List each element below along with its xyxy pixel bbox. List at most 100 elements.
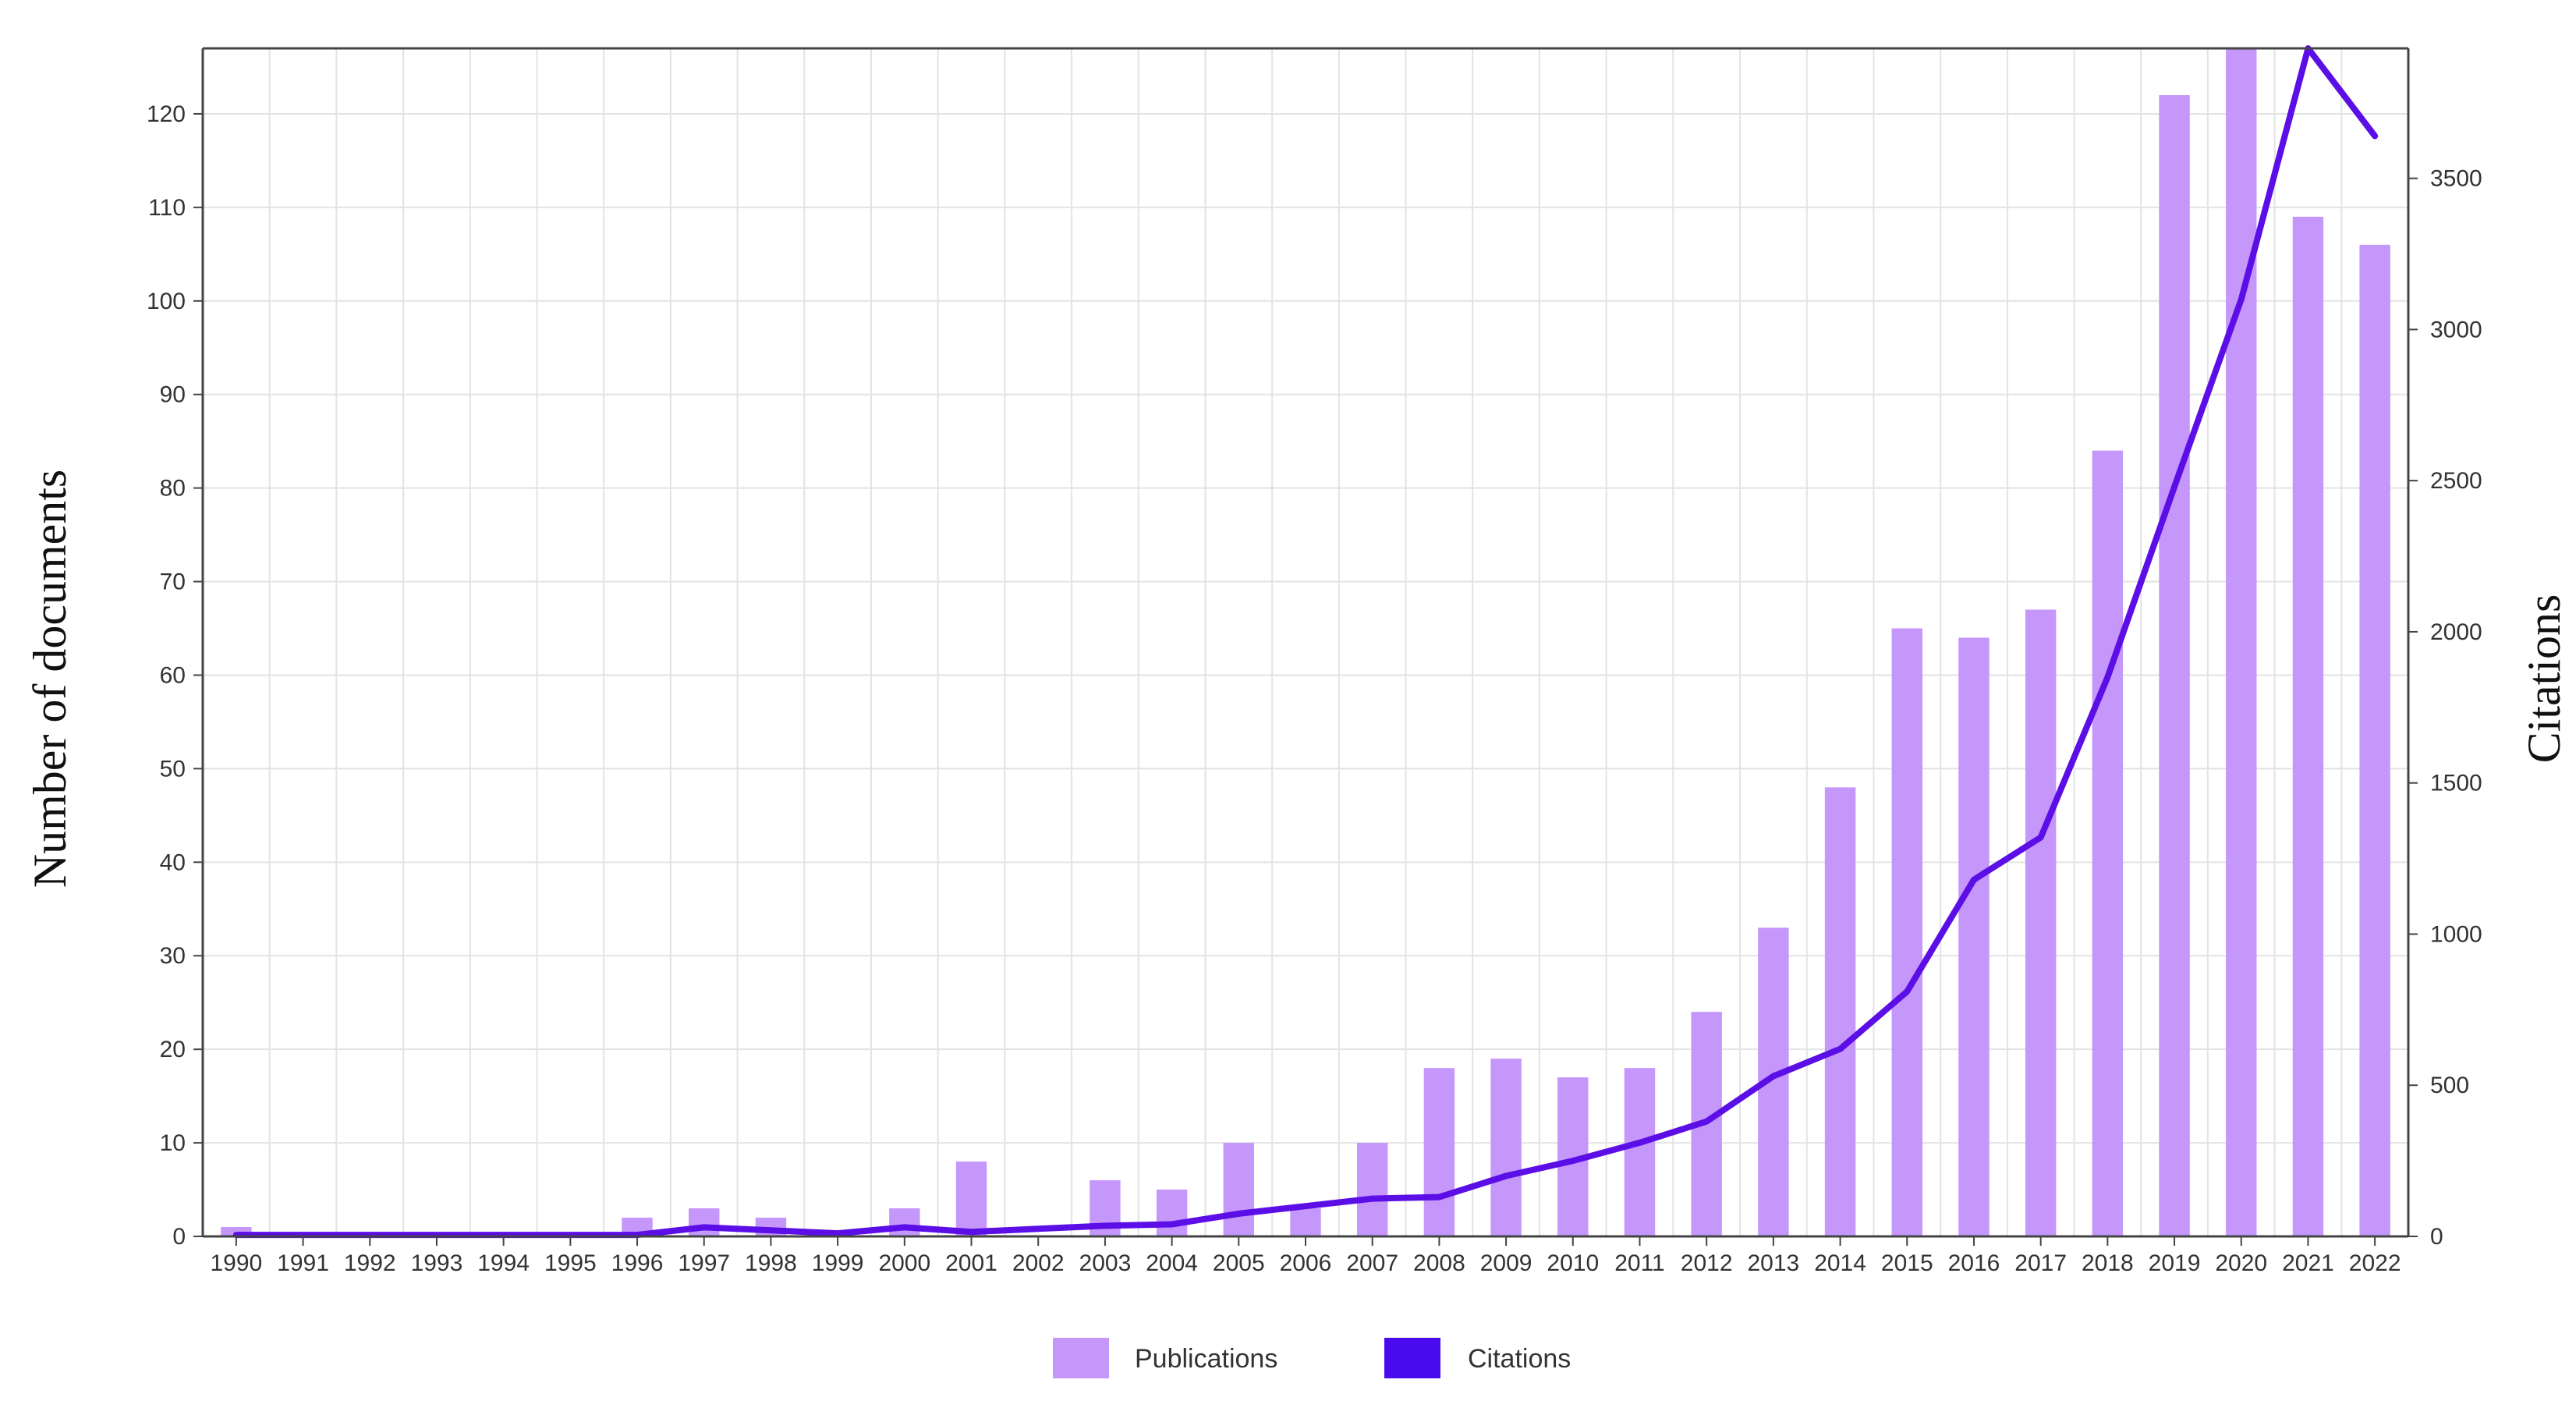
x-tick-label-2020: 2020: [2215, 1250, 2267, 1276]
x-tick-label-1996: 1996: [611, 1250, 664, 1276]
bar-publications-2007: [1356, 1143, 1388, 1236]
bar-publications-2001: [955, 1162, 987, 1236]
x-tick-label-2022: 2022: [2349, 1250, 2401, 1276]
legend-label-citations: Citations: [1468, 1344, 1571, 1374]
citations-line: [232, 45, 2379, 1239]
bar-publications-2011: [1624, 1068, 1656, 1236]
x-tick-label-2008: 2008: [1413, 1250, 1465, 1276]
x-tick-label-2014: 2014: [1814, 1250, 1866, 1276]
point-citations-2003: [1104, 1225, 1106, 1226]
point-citations-1995: [569, 1234, 571, 1236]
point-citations-1994: [503, 1234, 505, 1236]
point-citations-2022: [2374, 135, 2376, 137]
bar-publications-2019: [2159, 94, 2190, 1236]
x-tick-label-2019: 2019: [2149, 1250, 2201, 1276]
legend: Publications Citations: [1053, 1338, 1571, 1378]
x-tick-label-2012: 2012: [1681, 1250, 1733, 1276]
x-tick-label-1999: 1999: [812, 1250, 864, 1276]
y-tick-label-left: 20: [160, 1037, 186, 1062]
y-tick-label-left: 50: [160, 756, 186, 782]
tick-labels: 0 10 20 30 40 50 60 70 80 90 100 110 120 0 500 1000 1500…: [147, 101, 2482, 1276]
legend-label-publications: Publications: [1135, 1344, 1277, 1374]
bar-publications-1997: [689, 1208, 720, 1236]
y-tick-label-left: 100: [147, 289, 186, 314]
y-tick-label-right: 2500: [2430, 468, 2482, 494]
bar-publications-2020: [2226, 48, 2257, 1236]
publications-bars: [221, 48, 2390, 1236]
point-citations-2019: [2174, 486, 2175, 488]
x-tick-label-2005: 2005: [1213, 1250, 1265, 1276]
x-tick-label-1991: 1991: [277, 1250, 329, 1276]
y-axis-title-right: Citations: [2518, 594, 2570, 764]
x-tick-label-2003: 2003: [1079, 1250, 1132, 1276]
bar-publications-2017: [2025, 609, 2057, 1236]
x-tick-label-2011: 2011: [1614, 1250, 1665, 1276]
x-tick-label-2010: 2010: [1547, 1250, 1599, 1276]
y-tick-label-right: 1500: [2430, 771, 2482, 796]
x-tick-label-2018: 2018: [2082, 1250, 2134, 1276]
x-tick-label-2001: 2001: [945, 1250, 997, 1276]
x-tick-label-1997: 1997: [678, 1250, 730, 1276]
y-tick-label-left: 60: [160, 662, 186, 688]
bar-publications-2005: [1223, 1143, 1255, 1236]
point-citations-1993: [436, 1234, 438, 1236]
x-tick-label-2006: 2006: [1280, 1250, 1332, 1276]
y-tick-label-left: 10: [160, 1130, 186, 1156]
bar-publications-2022: [2359, 244, 2390, 1236]
y-axis-title-left: Number of documents: [24, 470, 76, 888]
y-tick-label-left: 120: [147, 101, 186, 127]
x-tick-label-2015: 2015: [1881, 1250, 1933, 1276]
y-tick-label-left: 90: [160, 382, 186, 408]
point-citations-1996: [636, 1234, 638, 1236]
bar-publications-2018: [2092, 450, 2124, 1236]
y-tick-label-left: 70: [160, 569, 186, 595]
y-tick-label-left: 30: [160, 943, 186, 969]
point-citations-1997: [703, 1226, 705, 1228]
bar-publications-2014: [1824, 787, 1856, 1236]
y-tick-label-right: 0: [2430, 1224, 2443, 1250]
point-citations-2000: [904, 1226, 905, 1228]
point-citations-2010: [1572, 1160, 1574, 1162]
x-tick-label-2000: 2000: [878, 1250, 930, 1276]
x-tick-label-2013: 2013: [1748, 1250, 1800, 1276]
point-citations-2005: [1238, 1213, 1239, 1215]
legend-swatch-publications: [1053, 1338, 1109, 1378]
point-citations-2007: [1372, 1198, 1373, 1200]
bar-publications-2015: [1891, 628, 1922, 1236]
grid: [202, 48, 2409, 1237]
point-citations-2017: [2040, 836, 2042, 838]
x-tick-label-1993: 1993: [411, 1250, 463, 1276]
x-tick-label-2002: 2002: [1012, 1250, 1065, 1276]
x-tick-label-1995: 1995: [544, 1250, 597, 1276]
x-tick-label-2007: 2007: [1346, 1250, 1398, 1276]
bar-publications-1990: [221, 1227, 252, 1236]
x-tick-label-2009: 2009: [1480, 1250, 1532, 1276]
point-citations-2015: [1906, 991, 1908, 992]
point-citations-2004: [1171, 1223, 1173, 1225]
point-citations-2018: [2107, 676, 2108, 678]
bar-publications-2004: [1156, 1190, 1188, 1236]
point-citations-2012: [1706, 1121, 1707, 1122]
x-tick-label-1992: 1992: [344, 1250, 396, 1276]
y-tick-label-right: 2000: [2430, 619, 2482, 645]
y-tick-label-right: 3000: [2430, 317, 2482, 342]
y-tick-label-left: 40: [160, 849, 186, 875]
y-tick-label-left: 80: [160, 476, 186, 502]
axes: [193, 47, 2418, 1246]
point-citations-2011: [1639, 1142, 1640, 1144]
y-tick-label-right: 500: [2430, 1073, 2469, 1098]
y-tick-label-left: 110: [148, 195, 186, 221]
point-citations-2016: [1973, 879, 1975, 881]
x-tick-label-2017: 2017: [2014, 1250, 2067, 1276]
bar-publications-2009: [1490, 1059, 1522, 1236]
bar-publications-2008: [1423, 1068, 1455, 1236]
y-tick-label-right: 1000: [2430, 921, 2482, 947]
bar-publications-2016: [1958, 637, 1990, 1236]
legend-swatch-citations: [1384, 1338, 1440, 1378]
x-tick-label-2016: 2016: [1948, 1250, 2000, 1276]
y-tick-label-left: 0: [172, 1224, 186, 1250]
bar-publications-2000: [889, 1208, 920, 1236]
x-tick-label-1994: 1994: [477, 1250, 530, 1276]
x-tick-label-1990: 1990: [210, 1250, 262, 1276]
point-citations-2014: [1840, 1048, 1841, 1050]
